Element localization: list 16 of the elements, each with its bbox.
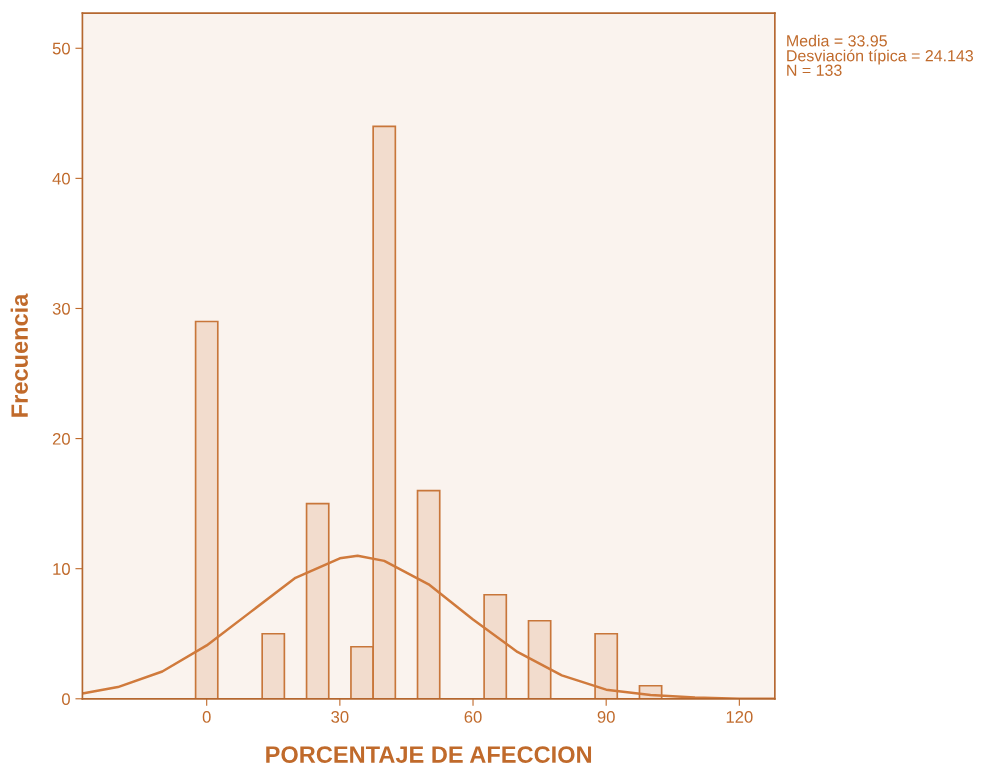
y-tick-label: 20 — [52, 432, 70, 445]
y-tick-label: 50 — [52, 42, 70, 55]
text: Desviación típica = 24.143 — [787, 49, 973, 65]
y-axis-title: Frecuencia — [10, 293, 28, 417]
text: Media = 33.95 — [787, 34, 887, 47]
x-tick-label: 60 — [464, 711, 482, 723]
x-tick-label: 90 — [597, 711, 615, 723]
x-tick-label: 0 — [202, 711, 211, 723]
x-axis-title: PORCENTAJE DE AFECCION — [266, 746, 592, 763]
text: N = 133 — [787, 64, 842, 76]
y-tick-label: 40 — [52, 172, 70, 185]
x-tick-label: 120 — [726, 711, 753, 723]
y-tick-label: 10 — [53, 563, 70, 575]
y-tick-label: 30 — [52, 302, 70, 315]
y-tick-label: 0 — [61, 693, 70, 705]
x-tick-label: 30 — [331, 711, 349, 723]
